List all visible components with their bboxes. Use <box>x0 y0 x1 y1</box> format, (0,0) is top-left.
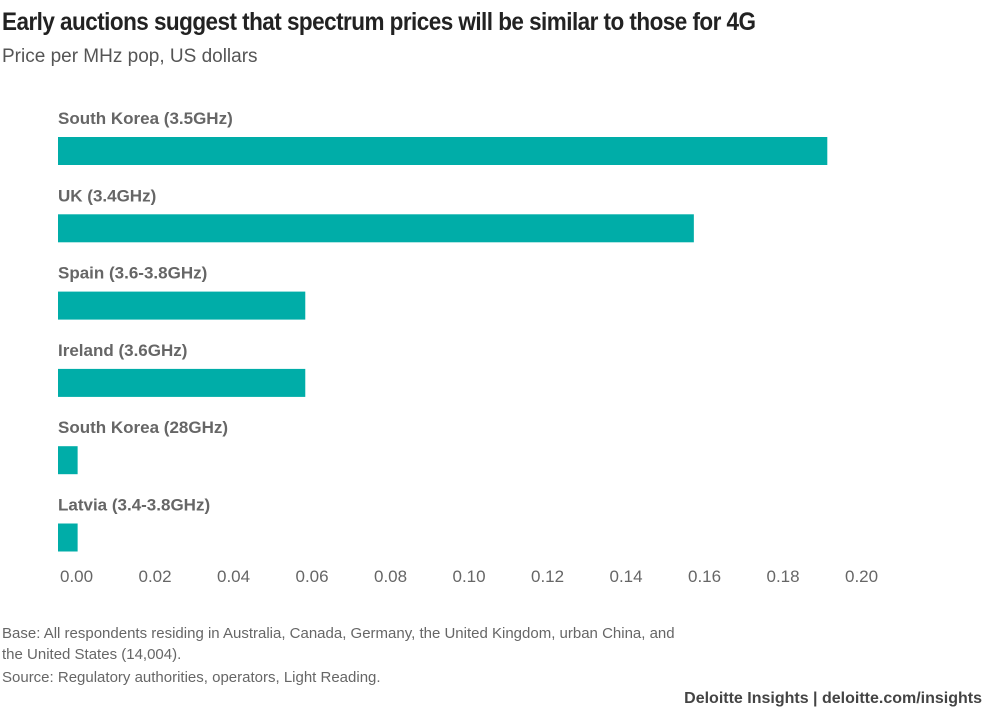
category-label: Ireland (3.6GHz) <box>58 341 187 360</box>
x-tick-label: 0.06 <box>296 567 329 586</box>
x-tick-label: 0.10 <box>453 567 486 586</box>
x-tick-label: 0.00 <box>60 567 93 586</box>
x-tick-label: 0.20 <box>845 567 878 586</box>
x-tick-label: 0.16 <box>688 567 721 586</box>
bar <box>58 214 694 243</box>
chart-subtitle: Price per MHz pop, US dollars <box>2 46 258 67</box>
bar <box>58 291 306 320</box>
chart-title: Early auctions suggest that spectrum pri… <box>2 8 756 36</box>
bar <box>58 368 306 397</box>
x-tick-label: 0.04 <box>217 567 250 586</box>
category-label: Spain (3.6-3.8GHz) <box>58 264 207 283</box>
x-tick-label: 0.08 <box>374 567 407 586</box>
footer-brand: Deloitte Insights | deloitte.com/insight… <box>684 690 982 707</box>
x-tick-label: 0.14 <box>610 567 643 586</box>
category-label: South Korea (3.5GHz) <box>58 109 233 128</box>
x-tick-label: 0.12 <box>531 567 564 586</box>
category-label: South Korea (28GHz) <box>58 418 228 437</box>
bar-chart: South Korea (3.5GHz) UK (3.4GHz) Spain (3.… <box>58 109 878 586</box>
base-note-line1: Base: All respondents residing in Austra… <box>2 625 675 642</box>
bar <box>58 446 78 475</box>
x-tick-label: 0.18 <box>767 567 800 586</box>
source-note: Source: Regulatory authorities, operator… <box>2 669 381 686</box>
category-label: Latvia (3.4-3.8GHz) <box>58 496 210 515</box>
bar <box>58 137 828 165</box>
category-label: UK (3.4GHz) <box>58 186 156 205</box>
base-note-line2: the United States (14,004). <box>2 646 182 663</box>
bar <box>58 523 78 552</box>
x-tick-label: 0.02 <box>139 567 172 586</box>
